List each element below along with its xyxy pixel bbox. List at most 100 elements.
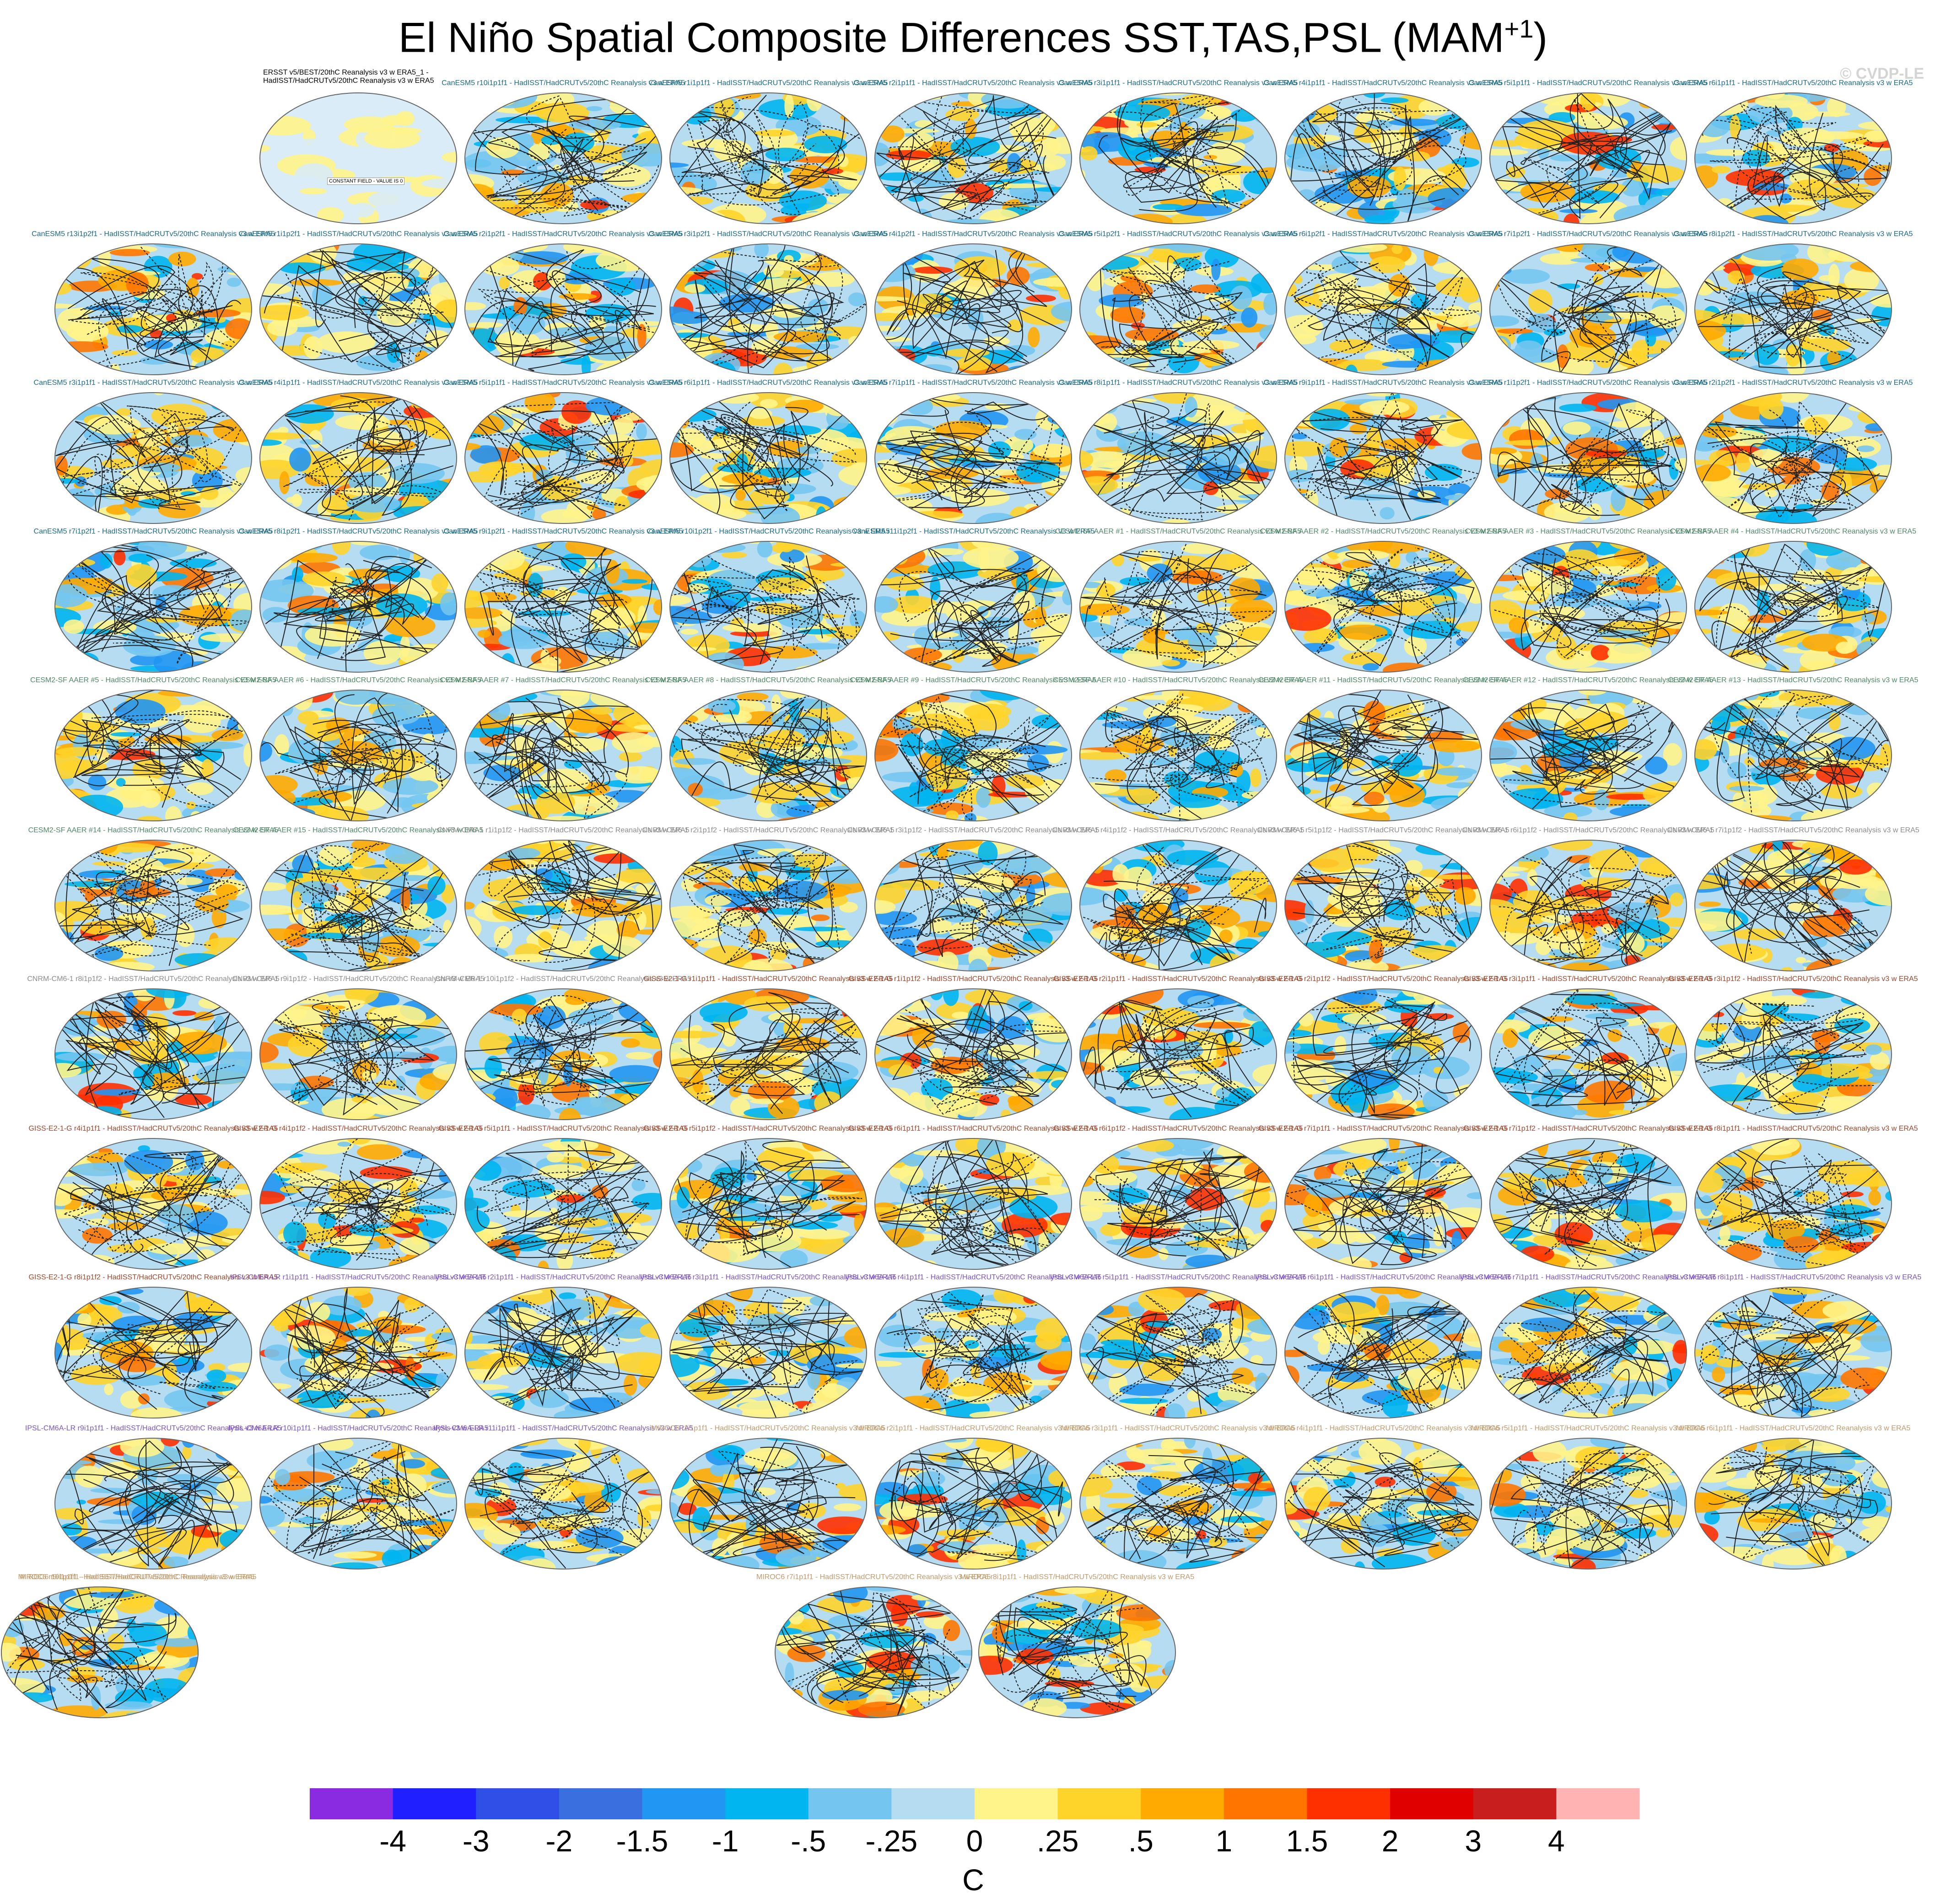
globe-map: [874, 1438, 1072, 1570]
panel-title: IPSL-CM6A-LR r1i1p1f1 - HadISST/HadCRUTv…: [230, 1273, 487, 1281]
globe-map: [1079, 243, 1277, 375]
model-panel: [668, 987, 868, 1121]
panel-title: GISS-E2-1-G r3i1p1f2 - HadISST/HadCRUTv5…: [1668, 975, 1918, 983]
globe-map: [669, 1438, 867, 1570]
panel-title: CanESM5 r9i1p2f1 - HadISST/HadCRUTv5/20t…: [443, 528, 683, 535]
globe-map: [54, 541, 252, 673]
globe-map: [1489, 92, 1687, 224]
globe-map: [464, 1438, 662, 1570]
colorbar-swatch: [1390, 1788, 1474, 1819]
panel-title: CanESM5 r3i1p1f1 - HadISST/HadCRUTv5/20t…: [1058, 79, 1298, 87]
panel-title: CanESM5 r5i1p1f1 - HadISST/HadCRUTv5/20t…: [1468, 79, 1708, 87]
model-panel: [1488, 92, 1688, 225]
panel-title: CNRM-CM6-1 r6i1p1f2 - HadISST/HadCRUTv5/…: [1462, 826, 1714, 834]
model-panel: [1488, 540, 1688, 674]
globe-map: [464, 392, 662, 524]
model-panel: [54, 1437, 253, 1570]
model-panel: [259, 391, 458, 525]
panel-title: CESM2-SF AAER #12 - HadISST/HadCRUTv5/20…: [1463, 676, 1714, 684]
model-panel: [1488, 391, 1688, 525]
panel-title: CanESM5 r2i1p1f1 - HadISST/HadCRUTv5/20t…: [853, 79, 1093, 87]
panel-title: CNRM-CM6-1 r10i1p1f2 - HadISST/HadCRUTv5…: [435, 975, 692, 983]
model-panel: [1078, 1286, 1278, 1419]
colorbar-swatch: [975, 1788, 1058, 1819]
model-panel: [54, 689, 253, 822]
panel-title: CNRM-CM6-1 r5i1p1f2 - HadISST/HadCRUTv5/…: [1257, 826, 1509, 834]
model-panel: [873, 987, 1073, 1121]
model-panel: [464, 1137, 663, 1271]
globe-map: [1079, 690, 1277, 821]
globe-map: [259, 1438, 457, 1570]
panel-title: CNRM-CM6-1 r7i1p1f2 - HadISST/HadCRUTv5/…: [1667, 826, 1919, 834]
globe-map: [775, 1586, 972, 1718]
panel-title: CNRM-CM6-1 r9i1p1f2 - HadISST/HadCRUTv5/…: [232, 975, 485, 983]
model-panel: [464, 540, 663, 674]
globe-map: [1694, 1438, 1892, 1570]
globe-map: [1694, 988, 1892, 1120]
panel-title: CanESM5 r7i1p2f1 - HadISST/HadCRUTv5/20t…: [1468, 230, 1708, 238]
panel-title: GISS-E2-1-G r1i1p1f2 - HadISST/HadCRUTv5…: [848, 975, 1098, 983]
colorbar-tick-label: -.25: [865, 1824, 918, 1858]
model-panel: [54, 1286, 253, 1419]
model-panel: [668, 92, 868, 225]
panel-title: CanESM5 r3i1p1f1 - HadISST/HadCRUTv5/20t…: [33, 379, 273, 387]
panel-title: MIROC6 r7i1p1f1 - HadISST/HadCRUTv5/20th…: [756, 1573, 991, 1581]
colorbar-swatch: [1556, 1788, 1640, 1819]
model-panel: [0, 1586, 199, 1719]
globe-map: [874, 541, 1072, 673]
globe-map: [669, 1138, 867, 1270]
globe-map: [874, 1287, 1072, 1419]
model-panel: [259, 1437, 458, 1570]
panel-title: GISS-E2-1-G r2i1p1f2 - HadISST/HadCRUTv5…: [1258, 975, 1508, 983]
model-panel: [774, 1586, 973, 1719]
model-panel: [54, 839, 253, 972]
globe-map: [464, 541, 662, 673]
panel-title: CanESM5 r2i1p2f1 - HadISST/HadCRUTv5/20t…: [443, 230, 683, 238]
panel-title: CESM2-SF AAER #8 - HadISST/HadCRUTv5/20t…: [645, 676, 891, 684]
globe-map: [1489, 988, 1687, 1120]
panel-title: CESM2-SF AAER #2 - HadISST/HadCRUTv5/20t…: [1260, 528, 1506, 535]
model-panel: [1283, 243, 1483, 376]
panel-title: IPSL-CM6A-LR r2i1p1f1 - HadISST/HadCRUTv…: [435, 1273, 692, 1281]
panel-title: GISS-E2-1-G r5i1p1f1 - HadISST/HadCRUTv5…: [438, 1125, 688, 1133]
colorbar-tick-label: -1: [712, 1824, 739, 1858]
globe-map: [669, 243, 867, 375]
globe-map: [1489, 1138, 1687, 1270]
model-panel: [1693, 243, 1893, 376]
model-panel: [668, 1437, 868, 1570]
globe-map: [1284, 243, 1482, 375]
globe-map: [259, 541, 457, 673]
model-panel: [259, 243, 458, 376]
globe-map: [1489, 1438, 1687, 1570]
model-panel: [873, 839, 1073, 972]
model-panel: [1078, 987, 1278, 1121]
panel-title: CESM2-SF AAER #14 - HadISST/HadCRUTv5/20…: [28, 826, 279, 834]
panel-title: CanESM5 r10i1p2f1 - HadISST/HadCRUTv5/20…: [647, 528, 890, 535]
globe-map: [1694, 392, 1892, 524]
model-panel: [977, 1586, 1177, 1719]
panel-title: CNRM-CM6-1 r8i1p1f2 - HadISST/HadCRUTv5/…: [27, 975, 280, 983]
colorbar-tick-label: .5: [1128, 1824, 1154, 1858]
globe-map: [259, 988, 457, 1120]
model-panel: [1693, 987, 1893, 1121]
model-panel: [1693, 1137, 1893, 1271]
globe-map: [54, 690, 252, 821]
panel-title: IPSL-CM6A-LR r5i1p1f1 - HadISST/HadCRUTv…: [1050, 1273, 1307, 1281]
model-panel: [464, 987, 663, 1121]
globe-map: [669, 1287, 867, 1419]
colorbar-swatch: [1057, 1788, 1141, 1819]
globe-map: [1694, 92, 1892, 224]
panel-title: MIROC6 r3i1p1f1 - HadISST/HadCRUTv5/20th…: [1061, 1424, 1296, 1432]
globe-map: [874, 1138, 1072, 1270]
panel-title: CNRM-CM6-1 r1i1p1f2 - HadISST/HadCRUTv5/…: [437, 826, 690, 834]
panel-title: IPSL-CM6A-LR r4i1p1f1 - HadISST/HadCRUTv…: [845, 1273, 1102, 1281]
globe-map: [1284, 1287, 1482, 1419]
model-panel: [259, 540, 458, 674]
globe-map: [1079, 92, 1277, 224]
model-panel: [259, 1286, 458, 1419]
globe-map: [464, 690, 662, 821]
globe-map: [1284, 1438, 1482, 1570]
model-panel: [873, 1137, 1073, 1271]
model-panel: [1488, 243, 1688, 376]
